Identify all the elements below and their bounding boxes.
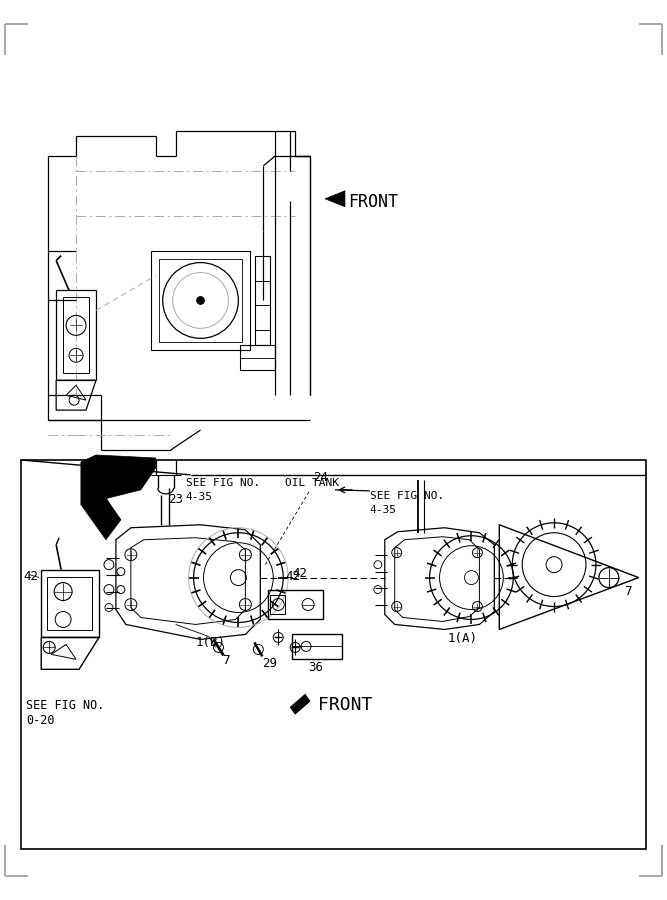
Text: 29: 29: [262, 657, 277, 670]
Text: OIL TANK: OIL TANK: [285, 478, 340, 488]
Text: SEE FIG NO.: SEE FIG NO.: [370, 491, 444, 501]
Bar: [151, 250, 250, 350]
Text: FRONT: FRONT: [318, 697, 372, 715]
Bar: [41, 570, 99, 637]
Polygon shape: [325, 191, 345, 207]
Bar: [270, 595, 285, 615]
Bar: [240, 346, 275, 370]
Bar: [47, 577, 92, 630]
Polygon shape: [81, 455, 155, 505]
Text: 36: 36: [308, 662, 323, 674]
Polygon shape: [81, 462, 121, 540]
Text: SEE FIG NO.: SEE FIG NO.: [185, 478, 260, 488]
Bar: [255, 256, 270, 346]
Text: 23: 23: [167, 493, 183, 506]
Bar: [292, 634, 342, 660]
Text: 42: 42: [292, 567, 307, 580]
Bar: [159, 258, 242, 342]
Text: SEE FIG NO.: SEE FIG NO.: [26, 699, 105, 712]
Text: 1(A): 1(A): [448, 633, 478, 645]
Text: 4-35: 4-35: [370, 505, 397, 515]
Text: 42: 42: [285, 570, 300, 582]
Text: 7: 7: [223, 654, 230, 668]
Text: FRONT: FRONT: [348, 193, 398, 211]
Bar: [21, 460, 646, 849]
Text: 4-35: 4-35: [185, 492, 213, 502]
Text: 7: 7: [624, 585, 631, 598]
Text: 0-20: 0-20: [26, 715, 55, 727]
Text: 24: 24: [313, 471, 328, 484]
Text: 1(B): 1(B): [195, 636, 225, 650]
Text: 42: 42: [23, 570, 38, 582]
Polygon shape: [290, 694, 310, 715]
Circle shape: [197, 296, 205, 304]
Bar: [268, 590, 323, 619]
